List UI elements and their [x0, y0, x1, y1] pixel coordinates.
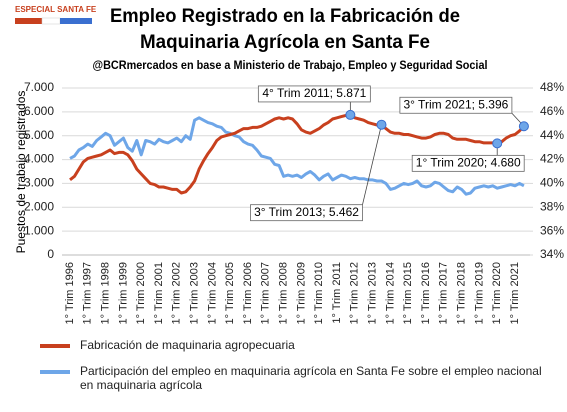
- annotation-marker: [492, 138, 503, 149]
- x-tick-label: 1° Trim 2016: [420, 262, 432, 324]
- x-tick-label: 1° Trim 2007: [260, 262, 272, 324]
- x-tick-label: 1° Trim 2009: [295, 262, 307, 324]
- chart-title: Maquinaria Agrícola en Santa Fe: [140, 32, 430, 53]
- legend-item: Participación del empleo en maquinaria a…: [40, 364, 545, 392]
- y2-tick-label: 36%: [540, 223, 564, 237]
- x-tick-label: 1° Trim 2002: [171, 262, 183, 324]
- x-tick-label: 1° Trim 2013: [367, 262, 379, 324]
- y-tick-label: 3.000: [24, 176, 54, 190]
- x-tick-label: 1° Trim 2014: [384, 262, 396, 324]
- y-tick-label: 4.000: [24, 152, 54, 166]
- y-tick-label: 7.000: [24, 80, 54, 94]
- badge-stripe: [41, 17, 61, 25]
- annotation: 1° Trim 2020; 4.680: [416, 156, 521, 170]
- x-tick-label: 1° Trim 2021: [509, 262, 521, 324]
- x-tick-label: 1° Trim 2008: [278, 262, 290, 324]
- y-tick-label: 0: [47, 247, 54, 261]
- badge-stripe: [60, 18, 92, 24]
- y2-tick-label: 48%: [540, 80, 564, 94]
- legend: Fabricación de maquinaria agropecuaria Pa…: [40, 338, 545, 404]
- y-axis-label: Puestos de trabajo registrados: [14, 91, 28, 254]
- series-line: [69, 113, 525, 195]
- x-tick-label: 1° Trim 2020: [491, 262, 503, 324]
- x-tick-label: 1° Trim 2011: [331, 262, 343, 324]
- badge-stripe: [15, 18, 42, 24]
- legend-item: Fabricación de maquinaria agropecuaria: [40, 338, 545, 352]
- x-tick-label: 1° Trim 2005: [224, 262, 236, 324]
- annotation: 4° Trim 2011; 5.871: [262, 86, 366, 100]
- annotation-box: [399, 96, 513, 114]
- y2-tick-label: 44%: [540, 128, 564, 142]
- x-tick-label: 1° Trim 2012: [349, 262, 361, 324]
- series-line: [69, 116, 525, 196]
- x-tick-label: 1° Trim 1997: [82, 262, 94, 324]
- x-tick-label: 1° Trim 2018: [456, 262, 468, 324]
- annotation: 3° Trim 2021; 5.396: [403, 97, 508, 111]
- x-tick-label: 1° Trim 1999: [117, 262, 129, 324]
- chart-title: Empleo Registrado en la Fabricación de: [110, 6, 460, 27]
- annotation-leader: [362, 124, 382, 205]
- x-tick-label: 1° Trim 2000: [135, 262, 147, 324]
- x-tick-label: 1° Trim 2019: [473, 262, 485, 324]
- legend-swatch: [40, 370, 70, 374]
- legend-label: Fabricación de maquinaria agropecuaria: [80, 338, 295, 352]
- x-tick-label: 1° Trim 2003: [189, 262, 201, 324]
- x-tick-label: 1° Trim 2006: [242, 262, 254, 324]
- legend-swatch: [40, 344, 70, 348]
- x-tick-label: 1° Trim 2001: [153, 262, 165, 324]
- y-tick-label: 5.000: [24, 128, 54, 142]
- x-tick-label: 1° Trim 1996: [64, 262, 76, 324]
- x-tick-label: 1° Trim 2010: [313, 262, 325, 324]
- x-tick-label: 1° Trim 1998: [100, 262, 112, 324]
- annotation-marker: [345, 109, 356, 120]
- y-tick-label: 6.000: [24, 104, 54, 118]
- annotation-box: [411, 154, 525, 172]
- y2-tick-label: 34%: [540, 247, 564, 261]
- annotation-marker: [518, 121, 529, 132]
- annotation-box: [250, 204, 363, 222]
- y2-tick-label: 40%: [540, 176, 564, 190]
- y2-tick-label: 42%: [540, 152, 564, 166]
- badge: ESPECIAL SANTA FE: [15, 5, 97, 14]
- x-tick-label: 1° Trim 2004: [206, 262, 218, 324]
- y2-tick-label: 46%: [540, 104, 564, 118]
- y-tick-label: 1.000: [24, 223, 54, 237]
- y2-tick-label: 38%: [540, 199, 564, 213]
- annotation: 3° Trim 2013; 5.462: [254, 205, 359, 219]
- legend-label: Participación del empleo en maquinaria a…: [80, 364, 542, 392]
- chart-subtitle: @BCRmercados en base a Ministerio de Tra…: [93, 58, 488, 72]
- x-tick-label: 1° Trim 2015: [402, 262, 414, 324]
- x-tick-label: 1° Trim 2017: [438, 262, 450, 324]
- annotation-box: [257, 85, 371, 103]
- annotation-marker: [376, 119, 387, 130]
- y-tick-label: 2.000: [24, 199, 54, 213]
